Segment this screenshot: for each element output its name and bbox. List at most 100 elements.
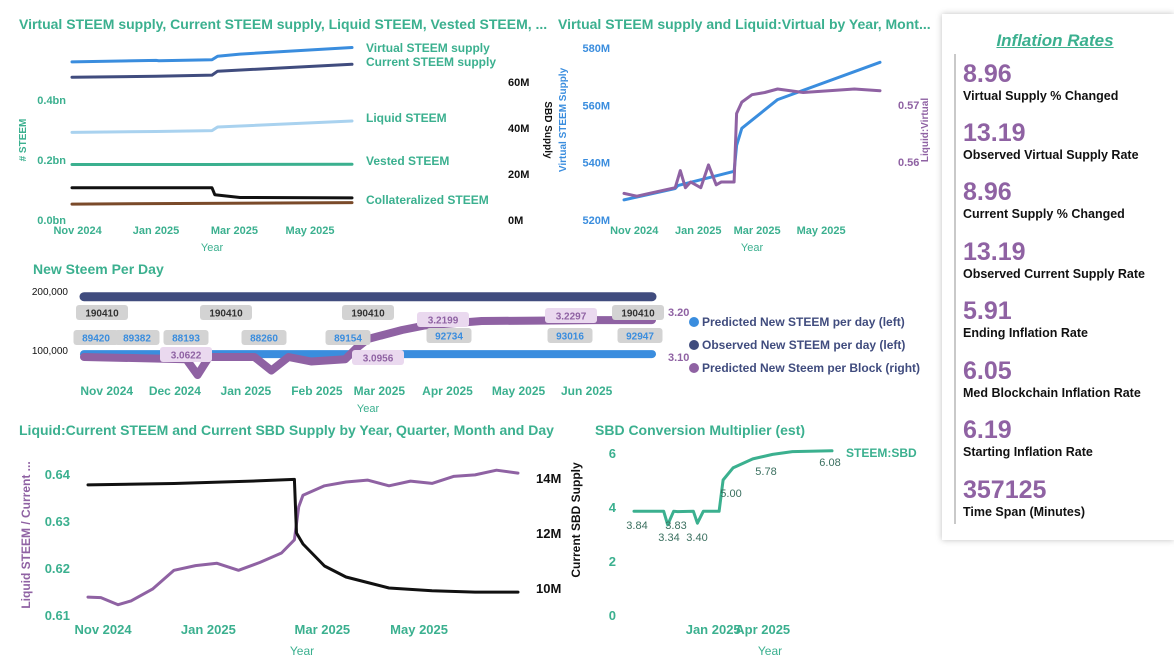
y-tick-label: 4 — [609, 500, 617, 515]
data-label-box — [426, 328, 472, 343]
x-axis-title: Year — [201, 242, 224, 254]
x-tick-label: Dec 2024 — [149, 384, 201, 398]
y2-axis-title: Liquid:Virtual — [920, 98, 931, 162]
kpi-value: 5.91 — [963, 297, 1012, 325]
y-axis-title: Liquid STEEM / Current ... — [19, 461, 33, 608]
data-label-box — [73, 330, 119, 345]
y2-tick-label: 0.56 — [898, 157, 919, 169]
x-tick-label: May 2025 — [492, 384, 546, 398]
x-tick-label: Nov 2024 — [80, 384, 133, 398]
y2-tick-label: 12M — [536, 526, 561, 541]
data-label: 92947 — [626, 332, 654, 343]
inflation-rates-card: Inflation Rates 8.96 Virtual Supply % Ch… — [942, 14, 1174, 540]
kpi-value: 6.19 — [963, 416, 1012, 444]
x-tick-label: Nov 2024 — [610, 225, 659, 237]
line-series — [70, 46, 354, 64]
x-axis-title: Year — [758, 644, 782, 658]
kpi-observed-virtual-rate: 13.19 Observed Virtual Supply Rate — [963, 119, 1168, 163]
y-tick-label: 0.4bn — [37, 95, 66, 107]
x-tick-label: Nov 2024 — [53, 225, 102, 237]
data-label-box — [617, 328, 663, 343]
data-label: 3.84 — [626, 520, 647, 532]
kpi-value: 8.96 — [963, 60, 1012, 88]
series-label: Collateralized STEEM — [366, 193, 489, 207]
y2-axis-title: Current SBD Supply — [569, 462, 583, 578]
y2-tick-label: 0M — [508, 215, 523, 227]
data-label-box — [163, 330, 209, 345]
y-tick-label: 520M — [582, 215, 610, 227]
kpi-label: Starting Inflation Rate — [963, 445, 1093, 459]
x-tick-label: Jan 2025 — [675, 225, 721, 237]
legend-marker — [689, 363, 699, 373]
x-tick-label: Jan 2025 — [181, 622, 236, 637]
data-label-box — [325, 330, 371, 345]
x-tick-label: Jan 2025 — [133, 225, 179, 237]
chart-sbd-multiplier-title: SBD Conversion Multiplier (est) — [595, 422, 806, 438]
chart-virtual-svg: 520M 540M 560M 580M 0.56 0.57 Nov 2024 Jan 2025… — [558, 43, 931, 254]
kpi-label: Observed Current Supply Rate — [963, 267, 1145, 281]
kpi-starting-inflation: 6.19 Starting Inflation Rate — [963, 416, 1168, 460]
data-label: 92734 — [435, 332, 463, 343]
kpi-label: Current Supply % Changed — [963, 207, 1125, 221]
y2-tick-label: 40M — [508, 123, 529, 135]
chart-newsteem-title: New Steem Per Day — [33, 261, 164, 277]
kpi-value: 8.96 — [963, 178, 1012, 206]
data-label-box — [114, 330, 160, 345]
data-label: 3.2297 — [556, 312, 587, 323]
data-label: 89154 — [334, 334, 362, 345]
data-label: 3.40 — [686, 532, 707, 544]
y-tick-label: 0.62 — [45, 561, 70, 576]
data-label: 3.34 — [658, 532, 679, 544]
kpi-current-supply-pct: 8.96 Current Supply % Changed — [963, 178, 1168, 222]
y2-tick-label: 20M — [508, 169, 529, 181]
y2-axis-title: SBD Supply — [542, 101, 553, 159]
kpi-value: 13.19 — [963, 238, 1026, 266]
x-tick-label: Feb 2025 — [291, 384, 343, 398]
line-series — [70, 186, 354, 200]
kpi-value: 357125 — [963, 476, 1047, 504]
y-tick-label: 100,000 — [32, 346, 69, 357]
kpi-observed-current-rate: 13.19 Observed Current Supply Rate — [963, 238, 1168, 282]
data-label-box — [241, 330, 287, 345]
y2-tick-label: 3.10 — [668, 352, 689, 364]
x-tick-label: May 2025 — [286, 225, 335, 237]
x-tick-label: Nov 2024 — [75, 622, 133, 637]
line-series — [622, 87, 882, 198]
chart-virtual-title: Virtual STEEM supply and Liquid:Virtual … — [558, 16, 931, 32]
kpi-accent-bar — [954, 54, 956, 524]
y-tick-label: 0 — [609, 608, 616, 623]
data-label: 6.08 — [819, 457, 840, 469]
kpi-label: Observed Virtual Supply Rate — [963, 148, 1139, 162]
y2-tick-label: 60M — [508, 77, 529, 89]
y-tick-label: 560M — [582, 100, 610, 112]
x-axis-title: Year — [357, 403, 380, 415]
y-axis-title: Virtual STEEM Supply — [558, 67, 569, 172]
x-axis-title: Year — [290, 644, 314, 658]
y2-tick-label: 3.20 — [668, 307, 689, 319]
y-tick-label: 0.64 — [45, 467, 71, 482]
legend-label: Predicted New Steem per Block (right) — [702, 361, 920, 375]
series-label: Current STEEM supply — [366, 55, 496, 69]
data-label: 190410 — [209, 309, 243, 320]
data-label-box — [612, 305, 664, 320]
kpi-label: Time Span (Minutes) — [963, 505, 1086, 519]
x-tick-label: Apr 2025 — [422, 384, 473, 398]
kpi-virtual-supply-pct: 8.96 Virtual Supply % Changed — [963, 60, 1168, 104]
legend-label: Observed New STEEM per day (left) — [702, 338, 905, 352]
x-tick-label: Jun 2025 — [561, 384, 613, 398]
y2-tick-label: 10M — [536, 581, 561, 596]
data-label: 88193 — [172, 334, 200, 345]
data-label-box — [545, 308, 597, 323]
line-series — [632, 449, 834, 527]
kpi-time-span: 357125 Time Span (Minutes) — [963, 476, 1168, 520]
data-label-box — [417, 312, 469, 327]
y-axis-title: # STEEM — [18, 119, 29, 162]
chart-newsteem-svg: 100,000 200,000 Nov 2024 Dec 2024 Jan 2025 Fe… — [32, 287, 920, 415]
y2-tick-label: 0.57 — [898, 100, 919, 112]
series-label: Virtual STEEM supply — [366, 41, 490, 55]
x-axis-title: Year — [741, 242, 764, 254]
y-tick-label: 200,000 — [32, 287, 69, 298]
chart-liquid-sbd-svg: 0.61 0.62 0.63 0.64 10M 12M 14M Nov 2024 Jan 202… — [19, 461, 583, 658]
x-tick-label: Apr 2025 — [735, 622, 790, 637]
data-label-box — [200, 305, 252, 320]
